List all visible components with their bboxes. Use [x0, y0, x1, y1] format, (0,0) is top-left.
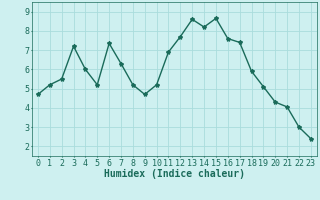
X-axis label: Humidex (Indice chaleur): Humidex (Indice chaleur)	[104, 169, 245, 179]
